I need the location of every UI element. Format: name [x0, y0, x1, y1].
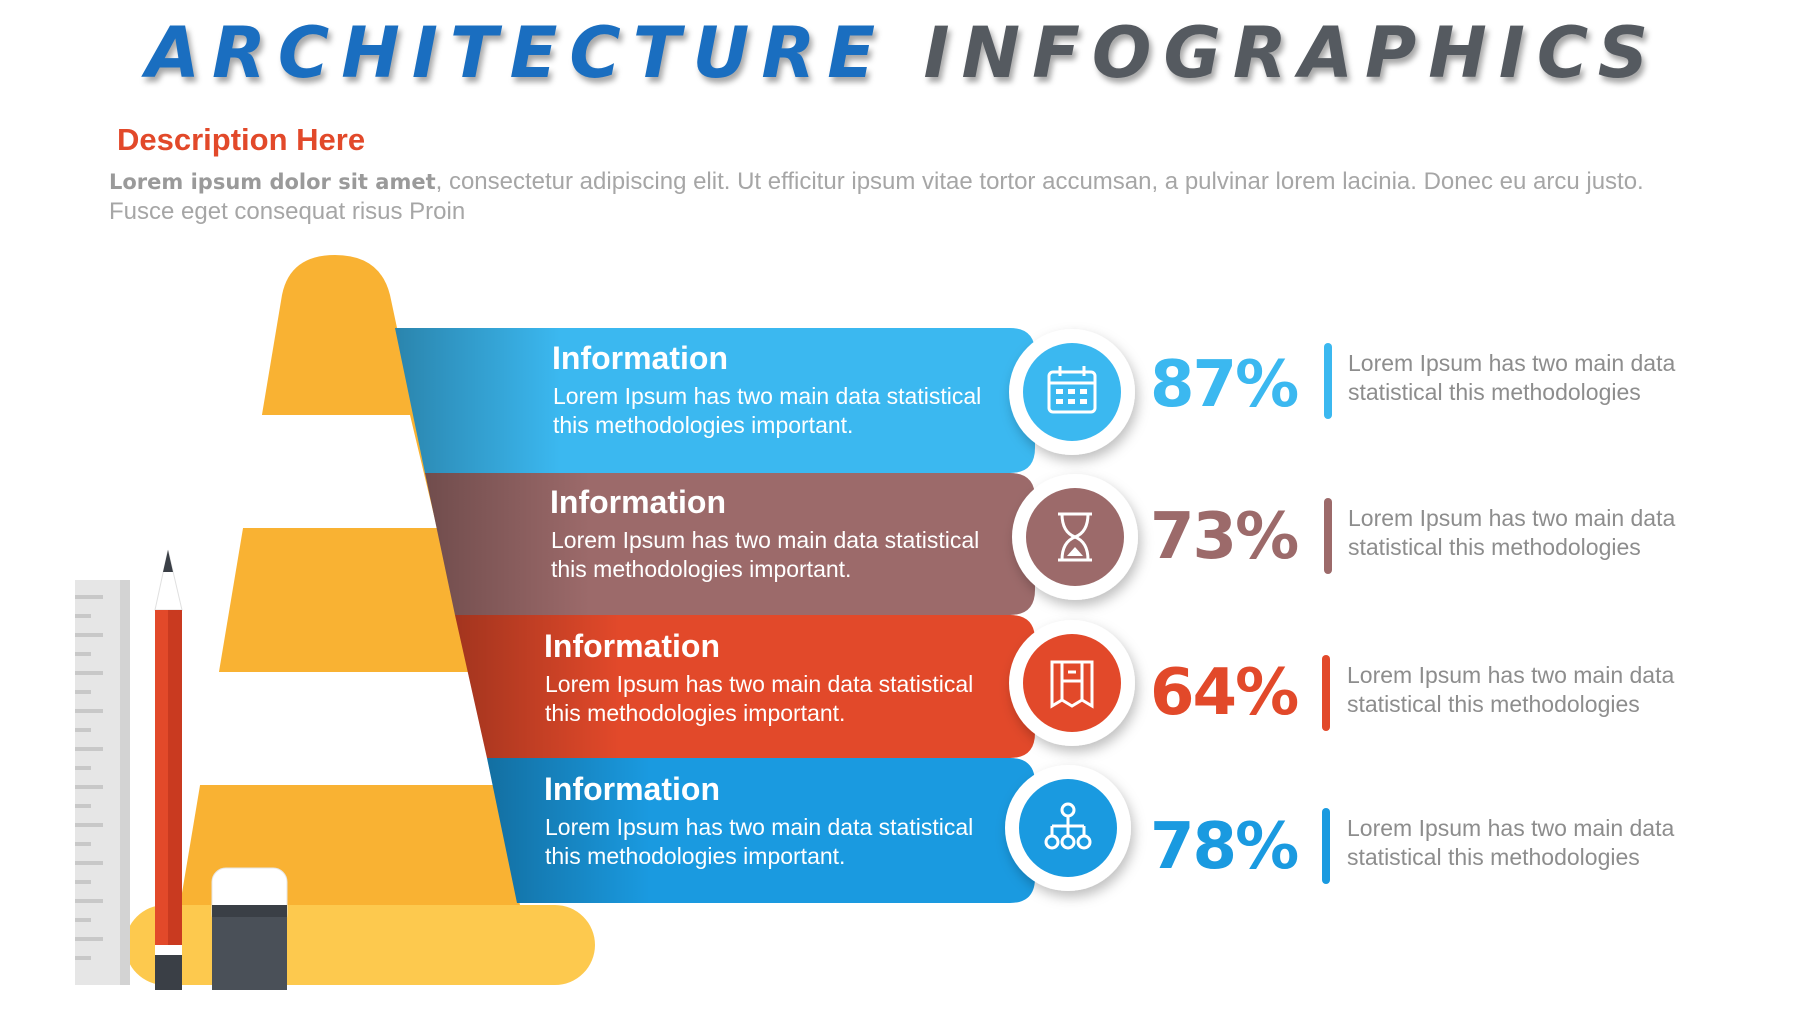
side-text-3: Lorem Ipsum has two main data statistica… [1347, 662, 1675, 717]
page-title: ARCHITECTURE INFOGRAPHICS [0, 8, 1806, 98]
side-text-2: Lorem Ipsum has two main data statistica… [1348, 505, 1676, 560]
ruler-tick [75, 880, 91, 884]
band-3-title: Information [544, 628, 720, 664]
ruler-tick [75, 633, 103, 637]
ruler-tick [75, 899, 103, 903]
ruler-tick [75, 747, 103, 751]
percent-3: 64% [1150, 656, 1299, 730]
band-4-title: Information [544, 771, 720, 807]
eraser [211, 867, 288, 990]
band-1-title: Information [552, 340, 728, 376]
band-3 [455, 615, 1035, 758]
ruler-tick [75, 804, 91, 808]
ruler-tick [75, 728, 91, 732]
band-2-text: Lorem Ipsum has two main data statistica… [551, 527, 980, 582]
ruler [75, 580, 130, 985]
badge-1 [1009, 329, 1135, 455]
band-1 [395, 328, 1035, 473]
percent-4: 78% [1150, 810, 1299, 884]
ruler-tick [75, 690, 91, 694]
ruler-tick [75, 861, 103, 865]
hierarchy-icon [1044, 802, 1092, 850]
title-part-architecture: ARCHITECTURE [145, 12, 888, 94]
side-text-4: Lorem Ipsum has two main data statistica… [1347, 815, 1675, 870]
calendar-icon [1047, 366, 1097, 414]
band-4-text: Lorem Ipsum has two main data statistica… [545, 814, 974, 869]
ruler-tick [75, 956, 91, 960]
cone-stripe [193, 672, 496, 785]
hourglass-icon [1058, 512, 1092, 562]
description-text: , consectetur adipiscing elit. Ut effici… [109, 168, 1644, 225]
title-part-infographics: INFOGRAPHICS [923, 12, 1661, 94]
accent-bar-3 [1322, 655, 1330, 731]
ruler-tick [75, 785, 103, 789]
band-3-text: Lorem Ipsum has two main data statistica… [545, 671, 974, 726]
ruler-tick [75, 709, 103, 713]
badge-3 [1009, 620, 1135, 746]
accent-bar-2 [1324, 498, 1332, 574]
ruler-tick [75, 595, 103, 599]
ruler-tick [75, 937, 103, 941]
side-text-1: Lorem Ipsum has two main data statistica… [1348, 350, 1676, 405]
description-body: Lorem ipsum dolor sit amet, consectetur … [109, 167, 1709, 227]
ruler-tick [75, 766, 91, 770]
ruler-tick [75, 614, 91, 618]
ruler-tick [75, 842, 91, 846]
ruler-tick [75, 671, 103, 675]
accent-bar-4 [1322, 808, 1330, 884]
band-2 [425, 473, 1035, 615]
accent-bar-1 [1324, 343, 1332, 419]
description-heading: Description Here [117, 122, 366, 157]
blueprint-icon [1050, 660, 1094, 709]
band-1-text: Lorem Ipsum has two main data statistica… [553, 383, 982, 438]
badge-4 [1005, 765, 1131, 891]
description-lead: Lorem ipsum dolor sit amet [109, 170, 436, 194]
percent-1: 87% [1150, 348, 1299, 422]
percent-2: 73% [1150, 500, 1299, 574]
ruler-tick [75, 652, 91, 656]
badge-2 [1012, 474, 1138, 600]
ruler-tick [75, 918, 91, 922]
ruler-tick [75, 823, 103, 827]
pencil [154, 549, 183, 990]
band-4 [487, 758, 1035, 903]
cone-base [125, 905, 595, 985]
cone-stripe [236, 415, 437, 528]
band-2-title: Information [550, 484, 726, 520]
